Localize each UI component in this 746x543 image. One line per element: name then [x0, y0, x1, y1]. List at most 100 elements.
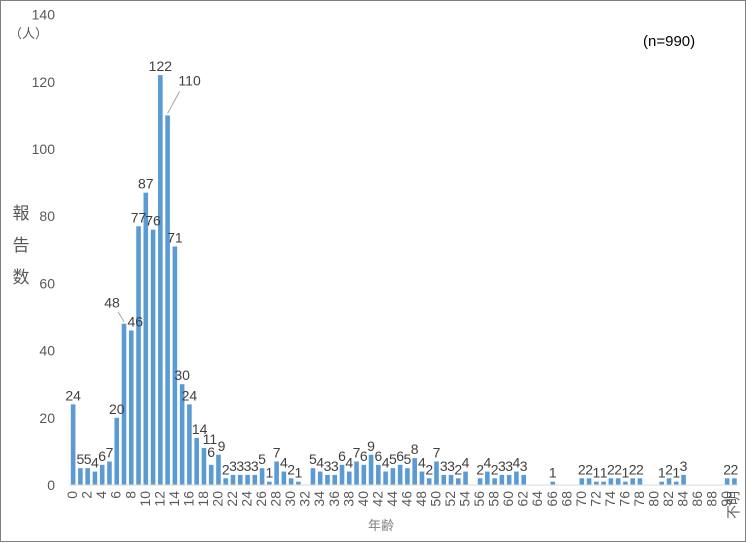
- bar: [339, 464, 345, 485]
- data-label: 122: [149, 58, 173, 74]
- x-tick-label: 不明: [725, 491, 741, 519]
- x-tick-label: 20: [209, 491, 225, 507]
- data-label: 1: [592, 465, 600, 481]
- x-tick-label: 16: [180, 491, 196, 507]
- data-label: 4: [345, 455, 353, 471]
- x-tick-label: 30: [282, 491, 298, 507]
- bar: [594, 481, 599, 485]
- data-label: 6: [338, 448, 346, 464]
- bar: [732, 478, 737, 485]
- data-label: 3: [244, 458, 252, 474]
- data-label: 1: [622, 465, 630, 481]
- data-label: 6: [396, 448, 404, 464]
- y-axis-title: 報 告 数: [13, 204, 30, 288]
- y-tick-label: 20: [39, 410, 55, 426]
- x-tick-label: 86: [689, 491, 705, 507]
- sample-size-note: (n=990): [643, 33, 695, 50]
- x-tick-label: 0: [64, 491, 80, 499]
- bar: [230, 474, 236, 485]
- bar: [259, 468, 265, 485]
- bar: [310, 468, 316, 485]
- data-label: 2: [585, 461, 593, 477]
- bar: [281, 471, 287, 485]
- bar: [441, 474, 447, 485]
- bar: [630, 478, 635, 485]
- bar: [463, 471, 468, 485]
- data-label: 2: [491, 461, 499, 477]
- x-tick-label: 34: [311, 491, 327, 507]
- data-label: 4: [316, 455, 324, 471]
- y-unit-label: （人）: [9, 27, 48, 42]
- x-tick-label: 50: [427, 491, 443, 507]
- leader-line: [117, 311, 125, 322]
- bar: [666, 478, 672, 485]
- y-axis-title-char-2: 告: [13, 236, 30, 256]
- data-label: 5: [404, 451, 412, 467]
- bar: [70, 404, 76, 485]
- data-label: 14: [192, 421, 208, 437]
- bar: [506, 474, 512, 485]
- data-label: 7: [353, 444, 361, 460]
- x-tick-label: 38: [340, 491, 356, 507]
- data-label: 4: [513, 455, 521, 471]
- bar: [288, 478, 294, 485]
- bar: [477, 478, 483, 485]
- bar: [194, 437, 199, 485]
- x-tick-label: 26: [253, 491, 269, 507]
- bar: [296, 481, 301, 485]
- bar: [514, 471, 519, 485]
- bar: [412, 458, 417, 485]
- x-tick-label: 82: [660, 491, 676, 507]
- bar: [158, 75, 163, 485]
- y-tick-label: 140: [32, 7, 56, 23]
- bar: [208, 464, 214, 485]
- data-label: 2: [629, 461, 637, 477]
- bar: [681, 474, 686, 485]
- x-tick-label: 4: [93, 491, 109, 499]
- y-axis-title-char-3: 数: [13, 268, 30, 288]
- x-tick-label: 68: [558, 491, 574, 507]
- data-label: 6: [360, 448, 368, 464]
- data-label: 4: [483, 455, 491, 471]
- x-tick-label: 42: [369, 491, 385, 507]
- bar: [274, 461, 279, 485]
- x-tick-label: 72: [587, 491, 603, 507]
- data-label: 6: [207, 444, 215, 460]
- x-axis-ticks: 0246810121416182022242628303234363840424…: [64, 491, 741, 519]
- data-label: 4: [91, 455, 99, 471]
- x-tick-label: 2: [79, 491, 95, 499]
- bar: [172, 246, 178, 485]
- data-label: 3: [440, 458, 448, 474]
- data-label: 5: [77, 451, 85, 467]
- x-tick-label: 14: [166, 491, 182, 507]
- bar: [128, 330, 134, 485]
- bar: [237, 474, 243, 485]
- data-label: 5: [84, 451, 92, 467]
- data-label: 4: [418, 455, 426, 471]
- data-label: 11: [203, 431, 218, 447]
- data-label: 24: [182, 387, 198, 403]
- bar: [673, 481, 679, 485]
- x-tick-label: 52: [442, 491, 458, 507]
- bar: [85, 468, 90, 485]
- data-label: 1: [549, 465, 557, 481]
- data-label: 2: [476, 461, 484, 477]
- data-label: 6: [98, 448, 106, 464]
- x-tick-label: 48: [413, 491, 429, 507]
- bar: [659, 481, 665, 485]
- data-label: 1: [658, 465, 666, 481]
- bar: [419, 471, 425, 485]
- data-label: 2: [578, 461, 586, 477]
- data-label: 2: [607, 461, 615, 477]
- data-label: 77: [131, 209, 147, 225]
- bar: [267, 481, 272, 485]
- bar: [317, 471, 323, 485]
- data-label: 110: [178, 72, 201, 88]
- bar: [492, 478, 497, 485]
- x-tick-label: 40: [355, 491, 371, 507]
- data-label: 2: [665, 461, 673, 477]
- bar: [637, 478, 643, 485]
- data-label: 24: [65, 387, 81, 403]
- bar: [608, 478, 614, 485]
- bar: [579, 478, 585, 485]
